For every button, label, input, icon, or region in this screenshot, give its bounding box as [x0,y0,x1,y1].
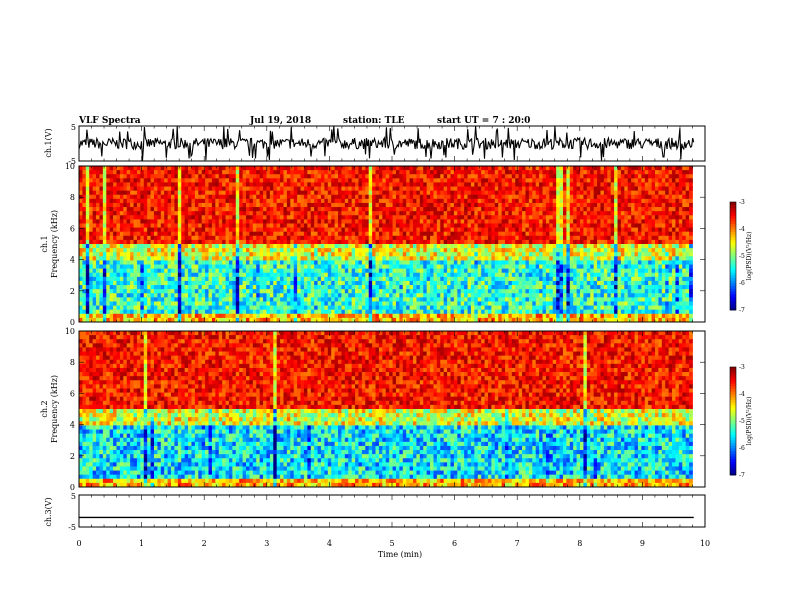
ch1-ylabel-top: ch.1 [40,235,49,252]
y-tick-label: 2 [70,452,75,461]
figure-title: VLF Spectra [78,116,141,126]
p2-heatmap [79,166,693,322]
x-tick-label: 2 [202,539,207,548]
colorbar-tick-label: -6 [739,445,745,452]
p2-colorbar: -3 -4 -5 -6 -7 log(PSD)(V²/Hz) [730,199,753,314]
x-tick-label: 4 [327,539,332,548]
y-tick-label: 8 [70,193,75,202]
time-axis-label: Time (min) [378,550,422,559]
colorbar-tick-label: -4 [739,391,745,398]
ch2-spectrogram-panel: 0 2 4 6 8 10 -3 -4 -5 -6 -7 log(PSD)(V²/Hz) [65,327,753,492]
y-tick-label: 5 [71,492,76,501]
colorbar-tick-label: -3 [739,364,745,371]
p3-colorbar: -3 -4 -5 -6 -7 log(PSD)(V²/Hz) [730,364,753,479]
y-tick-label: 2 [70,287,75,296]
p3-heatmap [79,331,693,487]
y-tick-label: 0 [70,318,75,327]
ch3-voltage-ylabel: ch.3(V) [44,497,53,526]
ch2-ylabel-top: ch.2 [40,400,49,417]
x-tick-label: 10 [700,539,710,548]
colorbar-tick-label: -3 [739,199,745,206]
y-tick-label: 4 [70,421,75,430]
x-tick-label: 0 [76,539,81,548]
colorbar-tick-label: -5 [739,418,745,425]
y-tick-label: 0 [70,483,75,492]
time-axis: 0 1 2 3 4 5 6 7 8 9 10 [76,539,710,548]
x-tick-label: 7 [515,539,520,548]
y-tick-label: 6 [70,224,75,233]
y-tick-label: 6 [70,389,75,398]
start-time-label: start UT = 7 : 20:0 [437,116,530,126]
colorbar-tick-label: -5 [739,253,745,260]
colorbar-label: log(PSD)(V²/Hz) [746,397,753,446]
x-tick-label: 3 [264,539,269,548]
x-tick-label: 8 [577,539,582,548]
y-tick-label: -5 [68,523,76,532]
ch1-spectrogram-panel: 0 2 4 6 8 10 -3 -4 -5 -6 -7 log(PSD)(V²/Hz) [65,162,753,327]
ch3-voltage-panel: 5 -5 [68,492,705,532]
x-tick-label: 9 [640,539,645,548]
colorbar-tick-label: -6 [739,280,745,287]
y-tick-label: 10 [65,327,75,336]
colorbar-tick-label: -7 [739,472,745,479]
date-label: Jul 19, 2018 [249,116,311,126]
colorbar-tick-label: -7 [739,307,745,314]
y-tick-label: 5 [71,123,76,132]
ch1-voltage-ylabel: ch.1(V) [44,128,53,157]
y-tick-label: 4 [70,256,75,265]
ch1-voltage-panel: 5-5 [68,123,705,166]
ch1-voltage-trace [79,126,694,160]
ch1-frequency-ylabel: Frequency (kHz) [50,210,59,278]
y-tick-label: 8 [70,358,75,367]
colorbar-tick-label: -4 [739,226,745,233]
station-label: station: TLE [343,116,405,126]
x-tick-label: 5 [389,539,394,548]
x-tick-label: 1 [139,539,144,548]
colorbar-label: log(PSD)(V²/Hz) [746,232,753,281]
x-tick-label: 6 [452,539,457,548]
y-tick-label: 10 [65,162,75,171]
ch2-frequency-ylabel: Frequency (kHz) [50,375,59,443]
